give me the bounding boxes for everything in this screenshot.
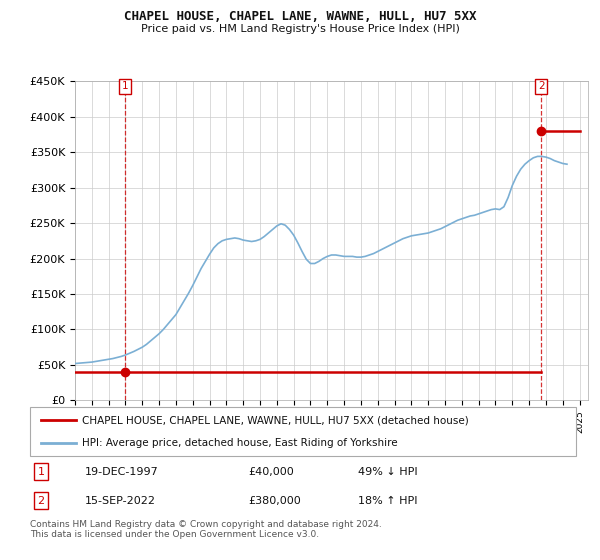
Text: 19-DEC-1997: 19-DEC-1997	[85, 466, 158, 477]
Text: 2: 2	[37, 496, 44, 506]
Text: £380,000: £380,000	[248, 496, 301, 506]
Text: 1: 1	[37, 466, 44, 477]
Text: Price paid vs. HM Land Registry's House Price Index (HPI): Price paid vs. HM Land Registry's House …	[140, 24, 460, 34]
Text: CHAPEL HOUSE, CHAPEL LANE, WAWNE, HULL, HU7 5XX (detached house): CHAPEL HOUSE, CHAPEL LANE, WAWNE, HULL, …	[82, 416, 469, 426]
Text: 1: 1	[122, 81, 128, 91]
Text: HPI: Average price, detached house, East Riding of Yorkshire: HPI: Average price, detached house, East…	[82, 438, 397, 448]
Text: 15-SEP-2022: 15-SEP-2022	[85, 496, 155, 506]
Text: CHAPEL HOUSE, CHAPEL LANE, WAWNE, HULL, HU7 5XX: CHAPEL HOUSE, CHAPEL LANE, WAWNE, HULL, …	[124, 10, 476, 23]
Text: 18% ↑ HPI: 18% ↑ HPI	[358, 496, 417, 506]
Text: 49% ↓ HPI: 49% ↓ HPI	[358, 466, 417, 477]
Text: Contains HM Land Registry data © Crown copyright and database right 2024.
This d: Contains HM Land Registry data © Crown c…	[30, 520, 382, 539]
Text: 2: 2	[538, 81, 544, 91]
Text: £40,000: £40,000	[248, 466, 294, 477]
FancyBboxPatch shape	[30, 407, 576, 456]
